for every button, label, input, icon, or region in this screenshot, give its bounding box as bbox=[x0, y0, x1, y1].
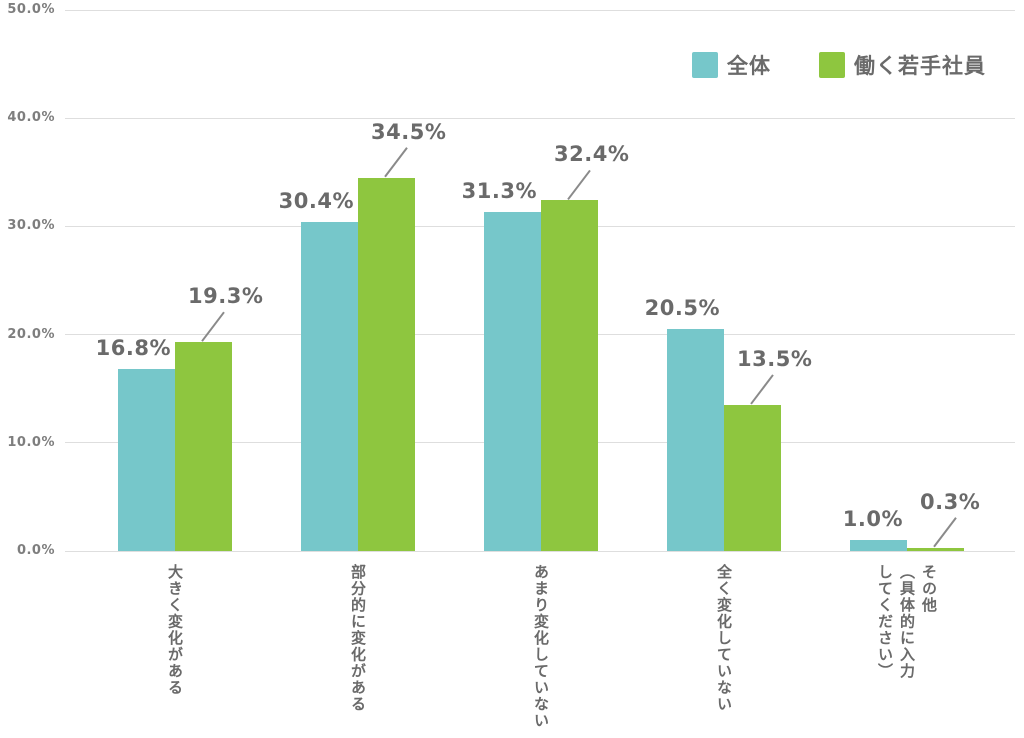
bar-overall-3 bbox=[667, 329, 724, 551]
category-label-box-1: 部分的に変化がある bbox=[267, 564, 449, 713]
value-label-overall-0: 16.8% bbox=[95, 336, 171, 361]
chart-legend: 全体 働く若手社員 bbox=[692, 50, 986, 80]
bar-young-employees-2 bbox=[541, 200, 598, 551]
category-label-box-3: 全く変化していない bbox=[633, 564, 815, 713]
legend-item-young-employees: 働く若手社員 bbox=[819, 50, 986, 80]
category-label-3: 全く変化していない bbox=[715, 564, 733, 713]
value-label-overall-1: 30.4% bbox=[278, 189, 354, 214]
y-axis-tick-10.0%: 10.0% bbox=[7, 434, 55, 450]
leader-line-2 bbox=[567, 169, 591, 201]
value-label-young-employees-2: 32.4% bbox=[554, 142, 630, 167]
bar-overall-1 bbox=[301, 222, 358, 551]
category-label-box-2: あまり変化していない bbox=[450, 564, 632, 729]
value-label-young-employees-0: 19.3% bbox=[188, 284, 264, 309]
y-axis-tick-20.0%: 20.0% bbox=[7, 326, 55, 342]
leader-line-3 bbox=[750, 374, 774, 405]
gridline-50.0% bbox=[65, 9, 1015, 11]
category-label-box-0: 大きく変化がある bbox=[84, 564, 266, 696]
value-label-young-employees-1: 34.5% bbox=[371, 119, 447, 144]
y-axis-tick-0.0%: 0.0% bbox=[16, 543, 55, 558]
category-label-box-4: その他 （具体的に入力 してください） bbox=[816, 564, 998, 680]
bar-young-employees-3 bbox=[724, 404, 781, 551]
value-label-young-employees-3: 13.5% bbox=[737, 346, 813, 371]
gridline-40.0% bbox=[65, 117, 1015, 119]
value-label-overall-4: 1.0% bbox=[842, 507, 903, 532]
gridline-0.0% bbox=[65, 550, 1015, 552]
leader-line-4 bbox=[933, 517, 957, 548]
legend-swatch-overall-icon bbox=[692, 52, 718, 78]
category-label-2: あまり変化していない bbox=[532, 564, 550, 729]
category-label-0: 大きく変化がある bbox=[166, 564, 184, 696]
value-label-young-employees-4: 0.3% bbox=[920, 489, 981, 514]
bar-overall-2 bbox=[484, 212, 541, 551]
bar-overall-0 bbox=[118, 369, 175, 551]
category-label-1: 部分的に変化がある bbox=[349, 564, 367, 713]
bar-young-employees-1 bbox=[358, 177, 415, 551]
legend-label-young-employees: 働く若手社員 bbox=[854, 54, 986, 78]
y-axis-tick-50.0%: 50.0% bbox=[7, 2, 55, 17]
value-label-overall-2: 31.3% bbox=[461, 179, 537, 204]
y-axis-tick-30.0%: 30.0% bbox=[7, 218, 55, 234]
legend-label-overall: 全体 bbox=[727, 54, 771, 78]
y-axis-tick-40.0%: 40.0% bbox=[7, 110, 55, 126]
bar-young-employees-0 bbox=[175, 342, 232, 551]
category-label-4: その他 （具体的に入力 してください） bbox=[876, 564, 938, 680]
bar-young-employees-4 bbox=[907, 547, 964, 551]
leader-line-0 bbox=[201, 311, 225, 342]
bar-overall-4 bbox=[850, 540, 907, 551]
legend-swatch-young-employees-icon bbox=[819, 52, 845, 78]
legend-item-overall: 全体 bbox=[692, 50, 771, 80]
leader-line-1 bbox=[384, 147, 408, 178]
value-label-overall-3: 20.5% bbox=[644, 296, 720, 321]
